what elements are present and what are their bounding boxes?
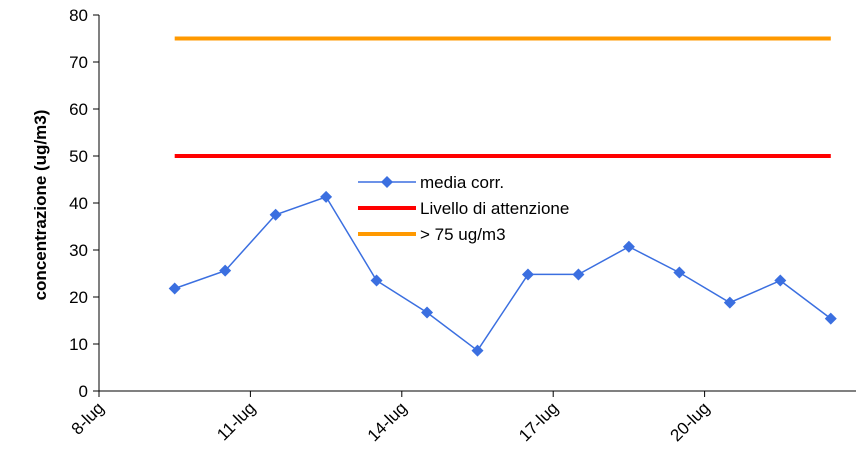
data-point xyxy=(471,344,484,357)
x-tick-label: 17-lug xyxy=(515,398,562,445)
y-tick-label: 80 xyxy=(69,6,88,25)
x-tick-label: 11-lug xyxy=(213,398,259,444)
data-point xyxy=(824,312,837,325)
data-point xyxy=(774,274,787,287)
data-point xyxy=(622,240,635,253)
y-tick-label: 0 xyxy=(79,382,88,401)
legend-label-0: media corr. xyxy=(420,173,504,192)
data-point xyxy=(572,268,585,281)
data-point xyxy=(521,268,534,281)
y-tick-label: 70 xyxy=(69,53,88,72)
y-tick-label: 20 xyxy=(69,288,88,307)
data-point xyxy=(673,266,686,279)
x-tick-label: 14-lug xyxy=(364,398,411,445)
series-lines xyxy=(168,36,837,357)
data-point xyxy=(723,296,736,309)
y-axis-label: concentrazione (ug/m3) xyxy=(31,110,50,301)
x-tick-label: 20-lug xyxy=(667,398,714,445)
data-point xyxy=(320,190,333,203)
x-tick-label: 8-lug xyxy=(68,398,108,438)
data-point xyxy=(421,306,434,319)
y-tick-label: 10 xyxy=(69,335,88,354)
data-point xyxy=(370,274,383,287)
data-point xyxy=(168,282,181,295)
legend-marker xyxy=(381,176,393,188)
y-tick-label: 40 xyxy=(69,194,88,213)
legend-label-2: > 75 ug/m3 xyxy=(420,225,506,244)
data-point xyxy=(219,264,232,277)
series-line-0 xyxy=(174,195,832,352)
legend-label-1: Livello di attenzione xyxy=(420,199,569,218)
y-tick-label: 30 xyxy=(69,241,88,260)
y-tick-label: 60 xyxy=(69,100,88,119)
y-tick-label: 50 xyxy=(69,147,88,166)
data-point xyxy=(269,208,282,221)
legend: media corr. Livello di attenzione > 75 ug/… xyxy=(358,173,569,244)
